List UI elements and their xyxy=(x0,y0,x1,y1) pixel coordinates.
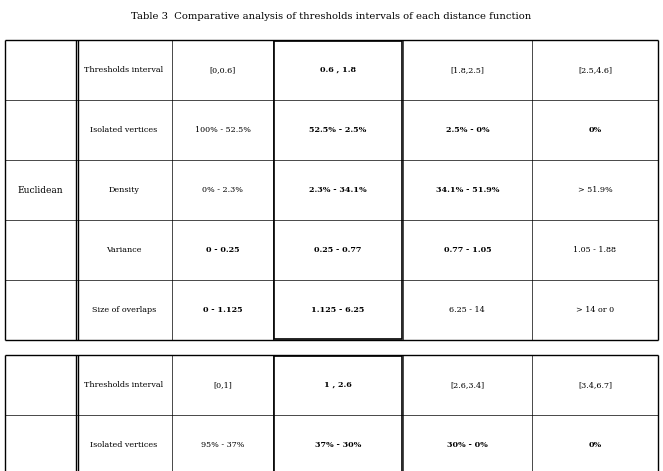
Text: [0,0.6]: [0,0.6] xyxy=(210,66,236,74)
Text: 34.1% - 51.9%: 34.1% - 51.9% xyxy=(436,186,499,194)
Text: 0 - 1.125: 0 - 1.125 xyxy=(203,306,243,314)
Text: > 14 or 0: > 14 or 0 xyxy=(576,306,614,314)
Text: Isolated vertices: Isolated vertices xyxy=(90,441,158,449)
Text: [3.4,6.7]: [3.4,6.7] xyxy=(578,381,612,389)
Text: > 51.9%: > 51.9% xyxy=(577,186,613,194)
Text: 0%: 0% xyxy=(588,126,601,134)
Text: 6.25 - 14: 6.25 - 14 xyxy=(450,306,485,314)
Text: Thresholds interval: Thresholds interval xyxy=(84,66,163,74)
Text: [0,1]: [0,1] xyxy=(213,381,232,389)
Text: 1 , 2.6: 1 , 2.6 xyxy=(324,381,352,389)
Text: Euclidean: Euclidean xyxy=(17,186,63,195)
Text: Thresholds interval: Thresholds interval xyxy=(84,381,163,389)
Text: 100% - 52.5%: 100% - 52.5% xyxy=(195,126,251,134)
Text: 2.3% - 34.1%: 2.3% - 34.1% xyxy=(309,186,367,194)
Text: 0% - 2.3%: 0% - 2.3% xyxy=(202,186,243,194)
Text: 0%: 0% xyxy=(588,441,601,449)
Text: 1.125 - 6.25: 1.125 - 6.25 xyxy=(312,306,365,314)
Text: Size of overlaps: Size of overlaps xyxy=(91,306,156,314)
Text: 0 - 0.25: 0 - 0.25 xyxy=(206,246,239,254)
Text: 37% - 30%: 37% - 30% xyxy=(315,441,361,449)
Text: 95% - 37%: 95% - 37% xyxy=(201,441,245,449)
Text: 1.05 - 1.88: 1.05 - 1.88 xyxy=(573,246,617,254)
Text: Variance: Variance xyxy=(106,246,142,254)
Text: 0.25 - 0.77: 0.25 - 0.77 xyxy=(314,246,362,254)
Bar xyxy=(274,356,402,471)
Text: [1.8,2.5]: [1.8,2.5] xyxy=(450,66,485,74)
Bar xyxy=(274,41,402,339)
Text: 0.77 - 1.05: 0.77 - 1.05 xyxy=(444,246,491,254)
Text: 0.6 , 1.8: 0.6 , 1.8 xyxy=(320,66,356,74)
Text: [2.5,4.6]: [2.5,4.6] xyxy=(578,66,612,74)
Text: 30% - 0%: 30% - 0% xyxy=(447,441,488,449)
Text: Table 3  Comparative analysis of thresholds intervals of each distance function: Table 3 Comparative analysis of threshol… xyxy=(131,12,532,21)
Text: [2.6,3.4]: [2.6,3.4] xyxy=(450,381,485,389)
Text: Density: Density xyxy=(109,186,139,194)
Text: Isolated vertices: Isolated vertices xyxy=(90,126,158,134)
Text: 2.5% - 0%: 2.5% - 0% xyxy=(446,126,489,134)
Text: 52.5% - 2.5%: 52.5% - 2.5% xyxy=(310,126,367,134)
